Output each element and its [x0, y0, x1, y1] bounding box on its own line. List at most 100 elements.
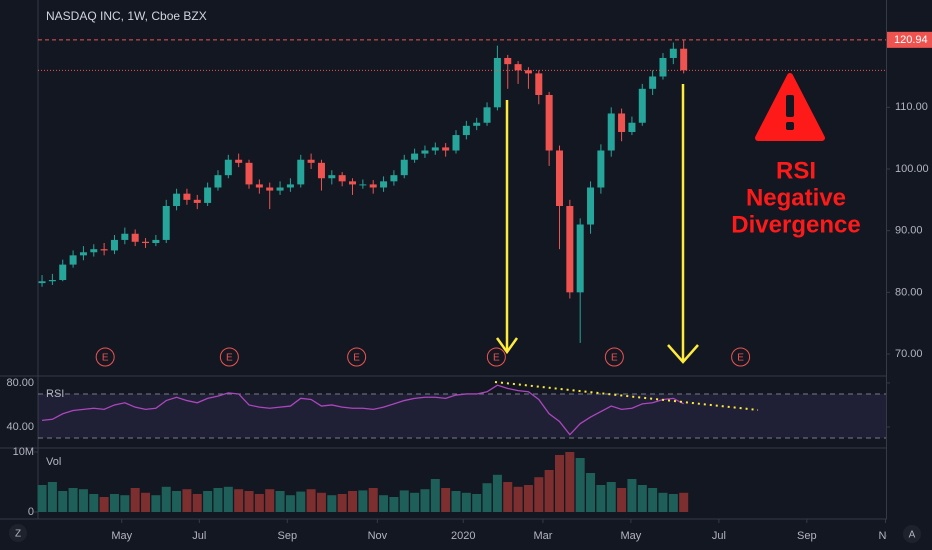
volume-bar: [192, 494, 202, 512]
annotations: RSI Negative Divergence: [494, 73, 861, 411]
volume-bar: [399, 490, 409, 512]
candle-body: [659, 57, 667, 77]
x-tick-label: Mar: [533, 530, 552, 542]
volume-bar: [141, 492, 151, 512]
candle-body: [131, 233, 139, 242]
candle-body: [90, 249, 98, 253]
candle-body: [110, 239, 118, 251]
earnings-label: E: [102, 353, 109, 364]
volume-bar: [461, 492, 471, 512]
volume-bar: [337, 494, 347, 512]
candle-body: [224, 159, 232, 176]
price-marker-label: 120.94: [894, 34, 928, 46]
rsi-line: [41, 384, 684, 436]
earnings-label: E: [493, 353, 500, 364]
earnings-label: E: [226, 353, 233, 364]
arrow-head: [495, 337, 519, 355]
candle-body: [142, 241, 150, 244]
volume-bar: [348, 491, 358, 512]
candle-body: [566, 206, 574, 293]
x-tick-label: Jul: [712, 530, 726, 542]
auto-button-label[interactable]: A: [909, 530, 916, 541]
volume-bar: [47, 482, 57, 512]
candle-body: [576, 224, 584, 293]
divergence-line: [494, 381, 759, 411]
rsi-tick-label: 80.00: [6, 377, 34, 389]
earnings-marker: [486, 347, 506, 367]
earnings-marker: [731, 347, 751, 367]
volume-bar: [389, 497, 399, 512]
candle-body: [462, 125, 470, 136]
candle-body: [173, 193, 181, 207]
candle-body: [69, 255, 77, 265]
volume-bar: [534, 477, 544, 512]
candle-body: [38, 281, 46, 284]
volume-bar: [430, 479, 440, 512]
candle-body: [390, 175, 398, 182]
volume-label: Vol: [46, 456, 61, 468]
rsi-band-fill: [38, 393, 886, 438]
volume-bar: [441, 488, 451, 512]
earnings-label: E: [737, 353, 744, 364]
candle-body: [204, 187, 212, 203]
candle-body: [100, 249, 108, 251]
volume-bar: [161, 486, 171, 512]
volume-bar: [275, 491, 285, 512]
candle-body: [483, 107, 491, 123]
candle-body: [245, 162, 253, 185]
candle-body: [638, 88, 646, 123]
volume-bar: [316, 492, 326, 512]
candle-body: [535, 73, 543, 95]
candle-body: [649, 76, 657, 89]
volume-bar: [120, 495, 130, 512]
zoom-button-label[interactable]: Z: [15, 529, 21, 540]
candle-body: [369, 184, 377, 188]
candle-body: [214, 175, 222, 188]
earnings-label: E: [611, 353, 618, 364]
volume-bar: [668, 494, 678, 512]
auto-button[interactable]: [903, 525, 921, 543]
candle-body: [504, 57, 512, 65]
x-tick-label: Sep: [797, 530, 817, 542]
candle-body: [669, 48, 677, 58]
volume-bar: [265, 489, 275, 512]
candle-body: [266, 187, 274, 191]
candle-body: [193, 199, 201, 203]
candle-body: [121, 233, 129, 240]
volume-bar: [37, 485, 47, 512]
earnings-marker: [95, 347, 115, 367]
candle-body: [297, 159, 305, 185]
volume-bar: [213, 488, 223, 512]
x-tick-label: Nov: [368, 530, 388, 542]
volume-bar: [68, 488, 78, 512]
volume-bar: [109, 494, 119, 512]
volume-bar: [89, 494, 99, 512]
annotation-text: Divergence: [731, 211, 860, 238]
candle-body: [524, 70, 532, 74]
volume-bar: [544, 470, 554, 512]
volume-bar: [658, 492, 668, 512]
zoom-button[interactable]: [9, 524, 27, 542]
volume-bar: [565, 452, 575, 512]
volume-bar: [296, 491, 306, 512]
volume-bar: [151, 495, 161, 512]
y-tick-label: 80.00: [895, 286, 923, 298]
candle-body: [555, 150, 563, 207]
candle-body: [431, 147, 439, 151]
volume-bar: [679, 492, 689, 512]
y-tick-label: 110.00: [895, 101, 928, 113]
volume-bar: [58, 491, 68, 512]
volume-bar: [617, 488, 627, 512]
volume-bar: [223, 486, 233, 512]
y-tick-label: 90.00: [895, 225, 923, 237]
chart-title: NASDAQ INC, 1W, Cboe BZX: [46, 9, 207, 23]
earnings-marker: [604, 347, 624, 367]
candle-body: [597, 150, 605, 188]
volume-bar: [627, 479, 637, 512]
y-tick-label: 70.00: [895, 348, 923, 360]
y-tick-label: 100.00: [895, 163, 929, 175]
volume-bar: [254, 494, 264, 512]
candle-body: [276, 187, 284, 191]
volume-bar: [575, 458, 585, 512]
